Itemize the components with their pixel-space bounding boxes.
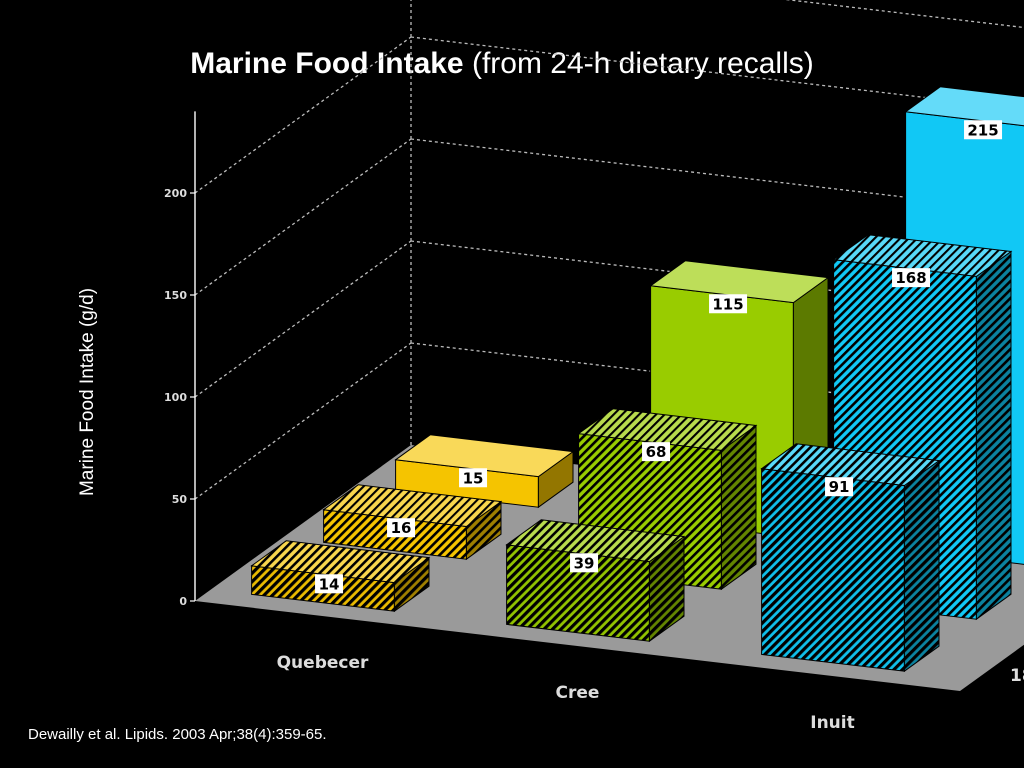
value-label: 39 [574,554,595,572]
bar-top-face [394,434,575,478]
y-tick-label: 200 [164,187,187,200]
y-tick-label: 150 [164,289,187,302]
gridline-side-100 [194,240,412,398]
value-label: 115 [712,295,743,313]
category-label-cree: Cree [556,683,600,703]
value-label: 16 [391,519,412,537]
chart-title: Marine Food Intake (from 24-h dietary re… [0,44,1004,84]
bar-top-face [250,540,431,584]
value-label-box [570,553,599,573]
value-label-box [387,518,416,538]
value-label-box [825,477,854,497]
value-label-box [642,442,671,462]
category-label-quebecer: Quebecer [277,653,369,673]
y-tick-label: 100 [164,391,187,404]
bar-top-face [760,443,941,487]
bar-cree-0: 39 [505,519,686,643]
bar-quebecer-0: 14 [250,540,431,613]
value-label-box [315,574,344,594]
value-label: 68 [646,443,667,461]
chart-axis-group: 050100150200QuebecerCreeInuit18-3435-495… [164,111,1024,733]
y-tick-label: 0 [179,595,187,608]
bar-top-face [505,519,686,563]
chart-title-bold: Marine Food Intake [190,47,464,80]
y-tick-label: 50 [172,493,188,506]
back-wall-top-line [784,0,1024,29]
gridline-back-150 [410,138,1024,212]
bar-side-face [975,250,1012,621]
gridline-side-150 [194,138,412,296]
chart-bars-group: 15 115 215 16 68 168 14 39 91 [250,86,1024,673]
category-label-inuit: Inuit [810,713,854,733]
value-label-box [709,294,748,314]
bar-top-face [322,484,503,528]
value-label-box [964,120,1003,140]
value-label-box [459,468,488,488]
value-label: 168 [895,269,926,287]
series-label-18-34: 18-34 [1010,666,1024,686]
gridline-side-50 [194,342,412,500]
chart-title-normal: (from 24-h dietary recalls) [471,47,814,80]
bar-side-face [903,459,940,673]
value-label-box [892,268,931,288]
bar-quebecer-2: 15 [394,434,575,509]
gridline-side-200 [194,36,412,194]
citation: Dewailly et al. Lipids. 2003 Apr;38(4):3… [28,726,327,743]
value-label: 91 [829,478,850,496]
value-label: 14 [319,575,340,593]
bar-quebecer-1: 16 [322,484,503,561]
value-label: 215 [967,121,998,139]
gridline-back-200 [410,36,1024,110]
bar-front-face [761,468,905,672]
value-label: 15 [463,469,484,487]
bar-side-face [720,424,757,591]
bar-inuit-0: 91 [760,443,941,673]
bar-top-face [577,408,758,451]
